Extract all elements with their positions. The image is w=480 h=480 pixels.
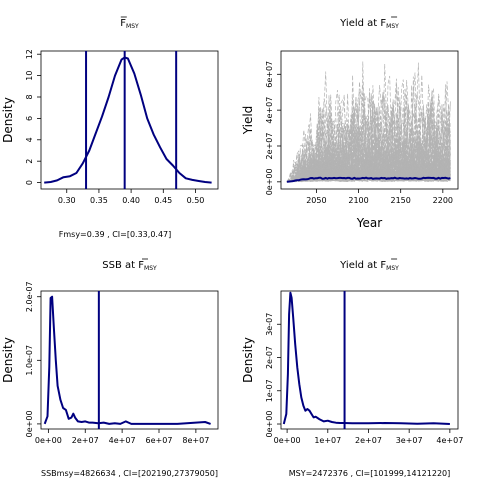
- y-tick-label: 4: [25, 137, 34, 142]
- x-tick-label: 2e+07: [72, 436, 99, 445]
- y-tick-label: 3e-07: [265, 313, 274, 336]
- title-f: F: [138, 260, 144, 271]
- x-tick-label: 0.35: [90, 196, 108, 205]
- y-tick-label: 12: [25, 49, 34, 59]
- y-tick-label: 2e-07: [265, 346, 274, 369]
- title-f: F: [380, 260, 386, 271]
- median-line: [286, 176, 451, 183]
- density-line: [282, 291, 450, 425]
- simulation-trace: [286, 161, 451, 183]
- x-tick-label: 2050: [306, 196, 326, 205]
- y-tick-label: 6e+07: [265, 61, 274, 88]
- x-tick-label: 4e+07: [109, 436, 136, 445]
- y-tick-label: 2e+07: [265, 133, 274, 160]
- x-tick-label: 2150: [391, 196, 411, 205]
- plot-area: [286, 61, 451, 183]
- panel-caption: SSBmsy=4826634 , CI=[202190,27379050]: [41, 469, 218, 478]
- x-tick-label: 8e+07: [182, 436, 209, 445]
- x-tick-label: 2e+07: [355, 436, 382, 445]
- simulation-trace: [286, 156, 451, 183]
- x-tick-label: 2200: [433, 196, 453, 205]
- plot-box: [280, 50, 459, 190]
- panel-1: FMSY 0.30 0.35 0.40 0.45 0.50 0 2 4 6 8 10 12 Density…: [1, 16, 219, 239]
- y-tick-label: 0e+00: [25, 410, 34, 437]
- x-tick-label: 1e+07: [314, 436, 341, 445]
- panel-caption: Fmsy=0.39 , CI=[0.33,0.47]: [59, 230, 172, 239]
- x-tick-label: 6e+07: [146, 436, 173, 445]
- plot-box: [40, 290, 219, 430]
- y-tick-label: 10: [25, 71, 34, 81]
- density-line: [43, 295, 211, 425]
- x-tick-label: 0.40: [122, 196, 140, 205]
- x-tick-label: 4e+07: [436, 436, 463, 445]
- title-f: F: [380, 18, 386, 29]
- y-tick-label: 4e+07: [265, 97, 274, 124]
- x-tick-label: 0.30: [58, 196, 76, 205]
- x-tick-label: 0.50: [187, 196, 205, 205]
- y-tick-label: 0e+00: [265, 168, 274, 195]
- y-tick-label: 6: [25, 116, 34, 121]
- x-tick-label: 0e+00: [35, 436, 62, 445]
- y-tick-label: 2: [25, 159, 34, 164]
- panel-3: SSB at FMSY 0e+00 2e+07 4e+07 6e+07 8e+07 0e+0…: [1, 258, 219, 478]
- x-tick-label: 0.45: [154, 196, 172, 205]
- y-tick-label: 2.0e-07: [25, 281, 34, 312]
- simulation-trace: [286, 140, 451, 183]
- panel-title: FMSY: [120, 18, 139, 30]
- plot-box: [40, 50, 219, 190]
- x-tick-label: 3e+07: [396, 436, 423, 445]
- panel-caption: MSY=2472376 , CI=[101999,14121220]: [289, 469, 451, 478]
- x-tick-label: 0e+00: [274, 436, 301, 445]
- y-tick-label: 1e-07: [265, 379, 274, 402]
- plot-area: [44, 56, 212, 184]
- simulation-trace: [286, 161, 451, 183]
- panel-title: Yield at FMSY: [339, 260, 399, 272]
- y-axis-label: Density: [1, 97, 15, 143]
- simulation-trace: [286, 150, 451, 183]
- plot-area: [43, 295, 211, 425]
- x-axis-label: Year: [356, 216, 382, 230]
- panel-2: Yield at FMSY 2050 2100 2150 2200 0e+00 2e+07 4…: [241, 16, 459, 230]
- panel-title: Yield at FMSY: [339, 18, 399, 30]
- y-tick-label: 8: [25, 94, 34, 99]
- panel-4: Yield at FMSY 0e+00 1e+07 2e+07 3e+07 4e+07 0e…: [241, 258, 463, 478]
- simulation-trace: [286, 106, 451, 183]
- simulation-trace: [286, 103, 451, 182]
- y-axis-label: Density: [1, 337, 15, 383]
- title-f: F: [120, 18, 126, 29]
- x-tick-label: 2100: [348, 196, 368, 205]
- y-tick-label: 0: [25, 180, 34, 185]
- y-tick-label: 1.0e-07: [25, 345, 34, 376]
- y-axis-label: Yield: [241, 106, 255, 136]
- y-tick-label: 0e+00: [265, 411, 274, 438]
- simulation-trace: [286, 72, 451, 183]
- y-axis-label: Density: [241, 337, 255, 383]
- panel-title: SSB at FMSY: [102, 260, 157, 272]
- plot-box: [280, 290, 459, 430]
- plot-area: [282, 291, 450, 425]
- density-line: [44, 56, 212, 184]
